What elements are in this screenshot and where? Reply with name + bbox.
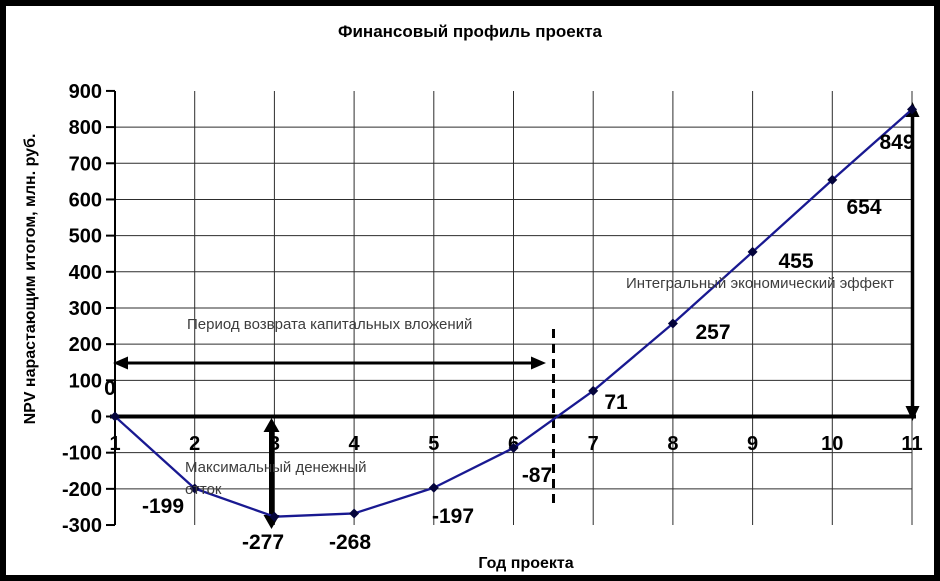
y-tick-label: -100 (62, 443, 102, 465)
y-tick-label: 100 (69, 370, 102, 392)
x-tick-label: 3 (269, 433, 280, 455)
y-tick-label: 0 (91, 407, 102, 429)
data-point-label: 455 (778, 250, 813, 273)
data-point-marker (189, 483, 200, 494)
x-tick-label: 10 (821, 433, 843, 455)
data-point-marker (428, 482, 439, 493)
integral-effect-arrow-head (905, 406, 920, 421)
y-tick-label: 900 (69, 81, 102, 103)
data-point-marker (827, 174, 838, 185)
data-point-label: -268 (329, 531, 371, 554)
data-point-marker (667, 318, 678, 329)
y-tick-label: 300 (69, 298, 102, 320)
data-point-label: 654 (846, 196, 881, 219)
integral-effect-label: Интегральный экономический эффект (626, 275, 894, 292)
data-point-label: -277 (242, 531, 284, 554)
data-point-label: -87 (522, 464, 552, 487)
payback-period-arrow-head (113, 356, 128, 370)
data-point-label: -199 (142, 495, 184, 518)
y-tick-label: 700 (69, 153, 102, 175)
x-tick-label: 5 (428, 433, 439, 455)
chart-title: Финансовый профиль проекта (337, 22, 603, 41)
max-cash-outflow-label: Максимальный денежный отток (185, 459, 367, 498)
x-tick-label: 1 (109, 433, 120, 455)
x-tick-label: 4 (349, 433, 361, 455)
x-tick-label: 11 (901, 433, 922, 455)
data-point-marker (269, 511, 280, 522)
x-tick-label: 2 (189, 433, 200, 455)
y-tick-label: 200 (69, 334, 102, 356)
x-axis-title: Год проекта (478, 555, 574, 572)
data-point-label: 0 (104, 377, 116, 400)
max-outflow-arrow-head (263, 418, 280, 432)
x-tick-label: 8 (667, 433, 678, 455)
data-point-marker (508, 442, 519, 453)
data-point-label: 71 (604, 391, 628, 414)
y-tick-label: 800 (69, 117, 102, 139)
payback-period-label: Период возврата капитальных вложений (187, 316, 473, 333)
y-tick-label: -200 (62, 479, 102, 501)
data-point-marker (747, 246, 758, 257)
y-tick-label: 400 (69, 262, 102, 284)
data-point-marker (588, 385, 599, 396)
y-tick-label: 600 (69, 189, 102, 211)
payback-period-arrow-head (531, 356, 546, 370)
y-tick-label: 500 (69, 226, 102, 248)
data-point-label: 849 (879, 131, 914, 154)
plot-area: 9008007006005004003002001000-100-200-300… (62, 81, 923, 554)
y-tick-label: -300 (62, 515, 102, 537)
data-point-marker (110, 411, 120, 422)
x-tick-label: 9 (747, 433, 758, 455)
data-point-marker (349, 508, 360, 519)
data-point-label: -197 (432, 505, 474, 528)
data-point-label: 257 (695, 321, 730, 344)
x-tick-label: 7 (588, 433, 599, 455)
data-point-marker (907, 104, 917, 115)
